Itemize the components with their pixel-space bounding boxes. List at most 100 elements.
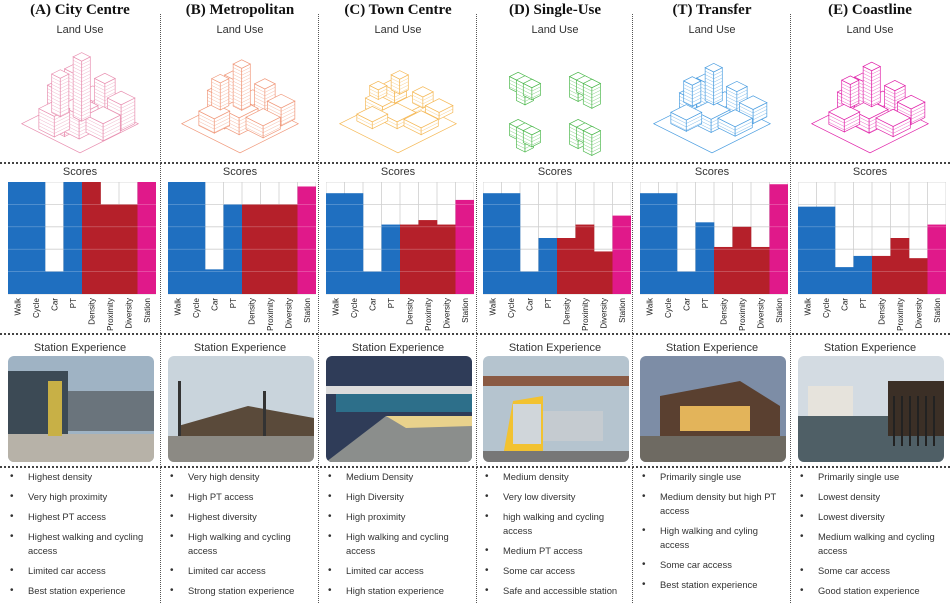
tick-label: Station (618, 298, 627, 323)
tick-label: Walk (488, 297, 497, 315)
tick-label: Car (840, 298, 849, 311)
bar-cycle (816, 206, 836, 294)
tick-label: Cycle (350, 297, 359, 318)
section-label-station-experience: Station Experience (823, 342, 917, 354)
list-item: Medium Density (328, 470, 472, 484)
land-use-illustration (479, 38, 631, 163)
bar-station (927, 224, 946, 294)
tick-label: PT (701, 298, 710, 308)
list-item: Safe and accessible station (485, 584, 629, 598)
bar-cycle (658, 193, 678, 294)
bar-cycle (26, 182, 46, 294)
land-use-illustration (636, 38, 788, 163)
bar-car (835, 267, 854, 294)
list-item: Best station experience (642, 578, 786, 592)
city-centre-station-photo (8, 356, 154, 462)
list-item: Medium PT access (485, 544, 629, 558)
bar-proximity (418, 220, 438, 294)
section-label-station-experience: Station Experience (665, 342, 759, 354)
column-title: (C) Town Centre (344, 2, 452, 18)
list-item: Very high density (170, 470, 314, 484)
bar-walk (798, 206, 817, 294)
bar-proximity (732, 226, 752, 294)
bar-diversity (119, 204, 138, 294)
tick-label: Density (87, 298, 96, 325)
list-item: Some car access (800, 564, 944, 578)
bar-walk (326, 193, 345, 294)
section-divider (0, 466, 950, 468)
list-item: Some car access (642, 558, 786, 572)
list-item: Good station experience (800, 584, 944, 598)
bar-cycle (344, 193, 364, 294)
bar-density (714, 246, 733, 294)
tick-label: PT (544, 298, 553, 308)
list-item: High PT access (170, 490, 314, 504)
coastline-station-photo (798, 356, 944, 462)
tick-label: Diversity (756, 298, 765, 329)
section-label-land-use: Land Use (216, 24, 264, 36)
list-item: High Diversity (328, 490, 472, 504)
list-item: High walking and cycling access (328, 530, 472, 558)
land-use-illustration (164, 38, 316, 163)
list-item: Medium density (485, 470, 629, 484)
scores-chart: Walk Cycle Car PT Density Proximity Diversity S… (168, 182, 316, 332)
list-item: High walking and cyling access (642, 524, 786, 552)
transfer-station-photo (640, 356, 786, 462)
scores-chart: Walk Cycle Car PT Density Proximity Diversity S… (326, 182, 474, 332)
tick-label: Car (50, 298, 59, 311)
section-label-scores: Scores (852, 166, 888, 178)
bar-proximity (100, 204, 120, 294)
tick-label: Station (461, 298, 470, 323)
list-item: Highest density (10, 470, 154, 484)
column-divider (160, 14, 161, 603)
list-item: Limited car access (170, 564, 314, 578)
list-item: Primarily single use (800, 470, 944, 484)
characteristics-list: Highest density Very high proximity Highes… (10, 470, 154, 604)
bar-cycle (501, 193, 521, 294)
tick-label: Walk (803, 297, 812, 315)
bar-density (872, 255, 891, 294)
tick-label: Cycle (192, 297, 201, 318)
tick-label: PT (69, 298, 78, 308)
tick-label: Proximity (424, 298, 433, 331)
list-item: Lowest density (800, 490, 944, 504)
list-item: Lowest diversity (800, 510, 944, 524)
list-item: Limited car access (10, 564, 154, 578)
list-item: Very low diversity (485, 490, 629, 504)
list-item: High proximity (328, 510, 472, 524)
bar-cycle (186, 182, 206, 294)
section-label-land-use: Land Use (846, 24, 894, 36)
typology-column: (D) Single-Use Land Use Scores Station Expe… (477, 0, 633, 609)
section-label-scores: Scores (380, 166, 416, 178)
characteristics-list: Medium Density High Diversity High proximi… (328, 470, 472, 604)
bar-density (242, 204, 261, 294)
tick-label: Cycle (664, 297, 673, 318)
column-title: (B) Metropolitan (185, 2, 295, 18)
bar-station (455, 199, 474, 294)
section-label-land-use: Land Use (688, 24, 736, 36)
bar-walk (483, 193, 502, 294)
tick-label: Car (210, 298, 219, 311)
bar-pt (63, 182, 83, 294)
list-item: Best station experience (10, 584, 154, 598)
bar-pt (695, 222, 715, 294)
tick-label: Proximity (106, 298, 115, 331)
list-item: Medium density but high PT access (642, 490, 786, 518)
town-centre-station-photo (326, 356, 472, 462)
tick-label: Car (525, 298, 534, 311)
list-item: Some car access (485, 564, 629, 578)
bar-pt (381, 224, 401, 294)
bar-station (137, 182, 156, 294)
section-divider (0, 333, 950, 335)
bar-car (677, 271, 696, 294)
section-label-scores: Scores (694, 166, 730, 178)
bar-pt (223, 204, 243, 294)
bar-density (557, 238, 576, 294)
tick-label: Proximity (738, 298, 747, 331)
bar-proximity (575, 224, 595, 294)
tick-label: Cycle (822, 297, 831, 318)
list-item: Highest PT access (10, 510, 154, 524)
tick-label: PT (859, 298, 868, 308)
scores-chart: Walk Cycle Car PT Density Proximity Diversity S… (8, 182, 156, 332)
section-label-scores: Scores (537, 166, 573, 178)
